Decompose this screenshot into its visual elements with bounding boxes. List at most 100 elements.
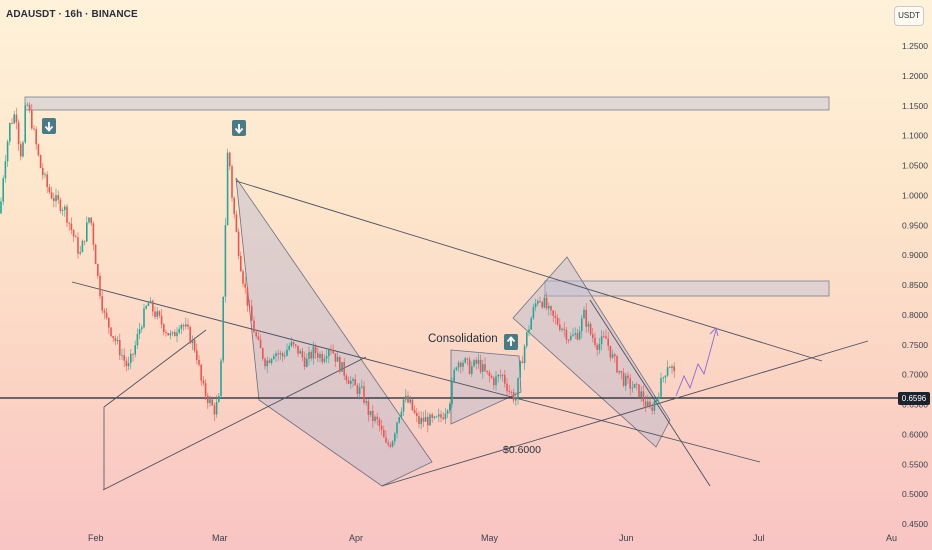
price-tick-label: 0.5500 xyxy=(902,459,928,469)
candle-down xyxy=(372,410,374,421)
candle-up xyxy=(130,353,132,364)
candle-up xyxy=(273,356,275,359)
candle-up xyxy=(394,433,396,442)
candle-down xyxy=(576,333,579,340)
candle-up xyxy=(0,201,2,214)
candle-down xyxy=(277,353,279,355)
candle-up xyxy=(611,354,614,358)
candle-down xyxy=(651,407,653,411)
candle-down xyxy=(539,301,541,303)
candle-down xyxy=(292,342,295,345)
time-axis: Feb Mar Apr May Jun Jul Au xyxy=(88,533,897,543)
time-tick-label: Mar xyxy=(212,533,228,543)
candle-down xyxy=(616,356,618,373)
descending-channel-1[interactable] xyxy=(235,177,433,487)
candle-down xyxy=(48,187,51,193)
resistance-zone-lower[interactable] xyxy=(544,280,830,297)
trendline-mid-descending[interactable] xyxy=(71,281,761,463)
candle-up xyxy=(647,401,649,407)
candle-down xyxy=(345,375,348,381)
candle-down xyxy=(108,317,110,328)
candle-up xyxy=(625,375,627,386)
consolidation-label: Consolidation xyxy=(428,333,498,345)
candle-down xyxy=(479,359,482,372)
trendline-upper-resistance[interactable] xyxy=(235,180,823,362)
candle-down xyxy=(42,167,44,176)
candle-up xyxy=(578,331,581,340)
candle-down xyxy=(383,429,385,438)
candle-up xyxy=(156,311,158,317)
candle-up xyxy=(169,333,172,336)
candle-down xyxy=(468,359,471,374)
candle-down xyxy=(673,366,675,372)
candle-down xyxy=(207,395,209,404)
candle-up xyxy=(141,327,143,330)
price-tick-label: 0.8000 xyxy=(902,310,928,320)
trendline-small-ascending[interactable] xyxy=(103,329,207,408)
candle-up xyxy=(9,122,11,142)
candle-up xyxy=(671,366,673,369)
price-tick-label: 1.2500 xyxy=(902,41,928,51)
candle-down xyxy=(57,195,59,200)
candle-down xyxy=(411,399,414,411)
trendline-ascending-support[interactable] xyxy=(102,356,367,491)
price-tick-label: 1.0000 xyxy=(902,190,928,200)
candle-down xyxy=(15,114,18,123)
trendline-ascending-support-2[interactable] xyxy=(381,340,869,487)
candle-down xyxy=(231,166,233,198)
candle-up xyxy=(185,324,187,327)
candle-down xyxy=(627,375,629,379)
candle-down xyxy=(213,405,216,415)
candle-up xyxy=(24,105,26,143)
candle-up xyxy=(583,309,585,319)
trendline-steep-descending[interactable] xyxy=(589,299,711,487)
down-arrow-badge-2[interactable] xyxy=(232,120,246,136)
up-arrow-badge[interactable] xyxy=(504,334,518,350)
candle-down xyxy=(158,311,161,316)
candle-up xyxy=(215,401,218,415)
candle-up xyxy=(306,358,308,367)
candle-up xyxy=(457,362,460,368)
candle-up xyxy=(171,332,174,334)
projection-arrowhead xyxy=(709,327,719,337)
candle-down xyxy=(356,385,359,394)
resistance-zone-upper[interactable] xyxy=(24,96,830,111)
candle-down xyxy=(563,328,565,330)
candle-down xyxy=(389,444,392,447)
candle-up xyxy=(121,355,123,357)
candle-down xyxy=(301,351,304,358)
projected-path[interactable] xyxy=(675,329,717,397)
candle-down xyxy=(486,370,488,373)
candle-up xyxy=(222,296,224,361)
candle-down xyxy=(187,324,189,327)
candle-down xyxy=(354,379,356,386)
candle-down xyxy=(33,128,35,130)
candle-down xyxy=(68,222,70,224)
candle-down xyxy=(488,372,491,377)
candle-up xyxy=(134,345,136,355)
candle-down xyxy=(556,317,559,325)
currency-button[interactable]: USDT xyxy=(894,6,924,26)
consolidation-box[interactable] xyxy=(450,349,522,425)
candle-up xyxy=(572,334,574,337)
candle-down xyxy=(125,360,128,367)
candle-up xyxy=(88,217,90,223)
down-arrow-badge-1[interactable] xyxy=(42,118,56,134)
candle-up xyxy=(308,352,310,359)
candle-up xyxy=(4,161,7,179)
price-tick-label: 0.4500 xyxy=(902,519,928,529)
candle-down xyxy=(490,376,493,378)
time-tick-label: Apr xyxy=(349,533,363,543)
price-tick-label: 1.2000 xyxy=(902,71,928,81)
candle-up xyxy=(444,413,447,420)
candle-up xyxy=(44,174,46,176)
candle-down xyxy=(387,442,389,445)
candle-down xyxy=(567,339,570,341)
candle-up xyxy=(464,358,466,363)
candle-down xyxy=(114,338,117,342)
candle-down xyxy=(281,353,284,357)
candle-up xyxy=(64,206,66,211)
candle-down xyxy=(330,349,332,351)
candle-down xyxy=(37,144,40,156)
